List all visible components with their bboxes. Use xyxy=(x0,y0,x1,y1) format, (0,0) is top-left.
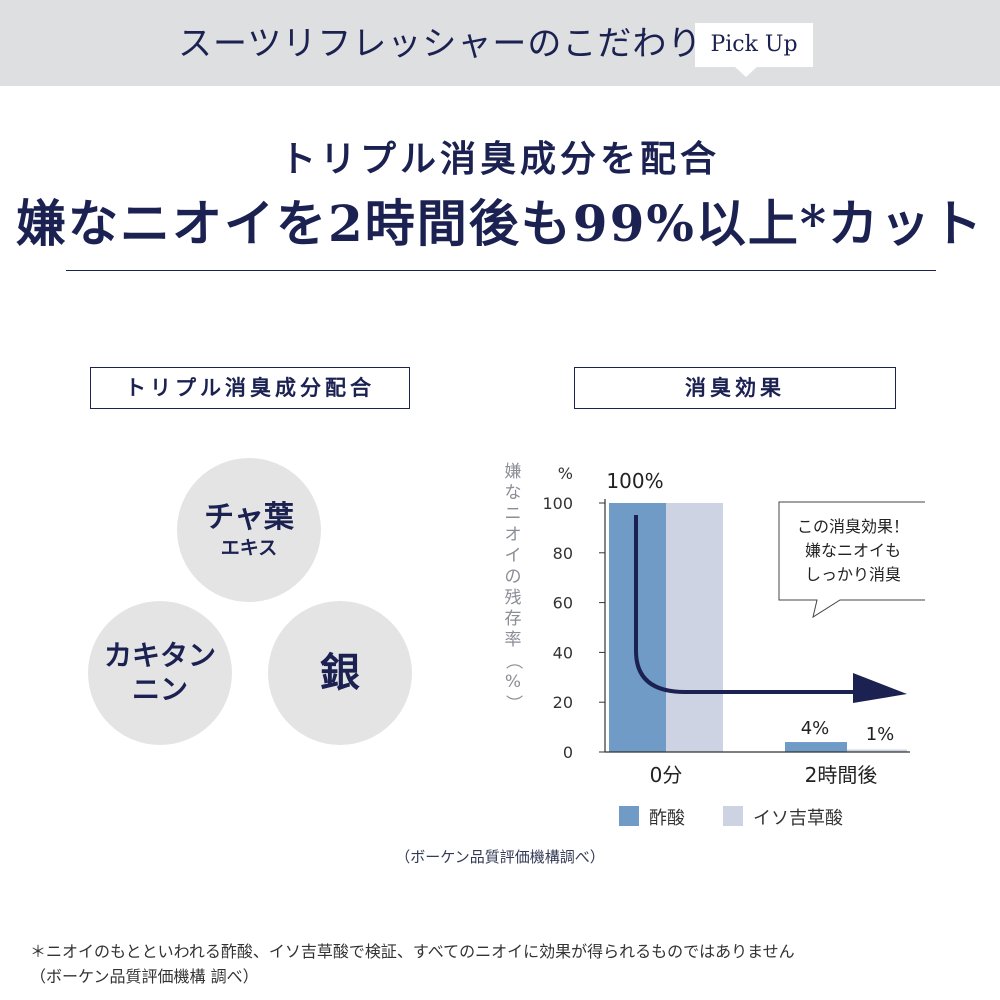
bar-1-1 xyxy=(847,749,907,752)
y-axis-title-char: 率 xyxy=(505,630,522,650)
y-axis-title-char: 存 xyxy=(505,609,522,629)
ingredient-name: チャ葉 xyxy=(204,500,294,535)
effect-arrow-line xyxy=(634,515,860,694)
y-tick-label: 100 xyxy=(542,494,573,513)
footnote: ＊ニオイのもとといわれる酢酸、イソ吉草酸で検証、すべてのニオイに効果が得られるも… xyxy=(30,939,795,989)
legend-swatch xyxy=(619,806,639,826)
data-label: 1% xyxy=(866,724,895,745)
y-tick-label: 60 xyxy=(553,594,573,613)
legend-label: イソ吉草酸 xyxy=(753,808,843,829)
y-axis-unit: % xyxy=(558,464,573,483)
y-axis-title-char: な xyxy=(505,483,522,503)
header-band xyxy=(0,0,1000,86)
y-axis-title-char: ニ xyxy=(505,504,522,524)
y-axis-title-char: 嫌 xyxy=(505,462,522,482)
y-axis-title-char: の xyxy=(505,567,522,587)
x-tick-label: 2時間後 xyxy=(805,763,878,787)
callout-text: しっかり消臭 xyxy=(805,565,901,584)
main-headline: 嫌なニオイを2時間後も99%以上*カット xyxy=(15,194,985,253)
bar-1-0 xyxy=(785,742,847,752)
ingredients-label: トリプル消臭成分配合 xyxy=(90,367,410,409)
effect-arrow-head xyxy=(853,673,907,703)
y-axis-title-char: イ xyxy=(505,546,522,566)
header-title: スーツリフレッシャーのこだわり xyxy=(178,24,703,64)
ingredient-name-sub: エキス xyxy=(220,537,278,559)
y-axis-title-char: オ xyxy=(505,525,522,545)
ingredient-circle-silver: 銀 xyxy=(268,601,412,745)
y-tick-label: 0 xyxy=(563,743,573,762)
bar-0-1 xyxy=(666,503,723,752)
legend-swatch xyxy=(723,806,743,826)
badge-tail xyxy=(734,66,758,77)
y-tick-label: 40 xyxy=(553,643,573,662)
footnote-line-1: ＊ニオイのもとといわれる酢酸、イソ吉草酸で検証、すべてのニオイに効果が得られるも… xyxy=(30,942,795,961)
ingredient-name: 銀 xyxy=(320,650,360,696)
data-label: 4% xyxy=(801,718,830,739)
data-label: 100% xyxy=(606,469,663,493)
y-axis-title-char: （ xyxy=(503,653,523,670)
ingredient-name: カキタン xyxy=(103,639,216,672)
sub-headline: トリプル消臭成分を配合 xyxy=(279,138,720,180)
callout-text: 嫌なニオイも xyxy=(805,541,901,560)
y-axis-title-char: % xyxy=(505,672,521,692)
y-axis-title-char: ） xyxy=(503,695,523,712)
ingredient-name-sub: ニン xyxy=(131,673,188,706)
callout-bubble xyxy=(778,501,925,619)
callout-text: この消臭効果！ xyxy=(797,517,909,536)
y-tick-label: 80 xyxy=(553,544,573,563)
headline-divider xyxy=(66,270,936,271)
y-axis-title-char: 残 xyxy=(505,588,522,608)
x-tick-label: 0分 xyxy=(650,763,683,787)
legend-label: 酢酸 xyxy=(649,808,685,829)
y-tick-label: 20 xyxy=(553,693,573,712)
ingredient-circle-tea-extract: チャ葉 エキス xyxy=(177,458,321,602)
footnote-line-2: （ボーケン品質評価機構 調べ） xyxy=(30,967,259,986)
chart-source-note: （ボーケン品質評価機構調べ） xyxy=(395,848,605,866)
pick-up-badge: Pick Up xyxy=(695,23,813,67)
effect-label: 消臭効果 xyxy=(574,367,896,409)
ingredient-circle-persimmon-tannin: カキタン ニン xyxy=(88,601,232,745)
